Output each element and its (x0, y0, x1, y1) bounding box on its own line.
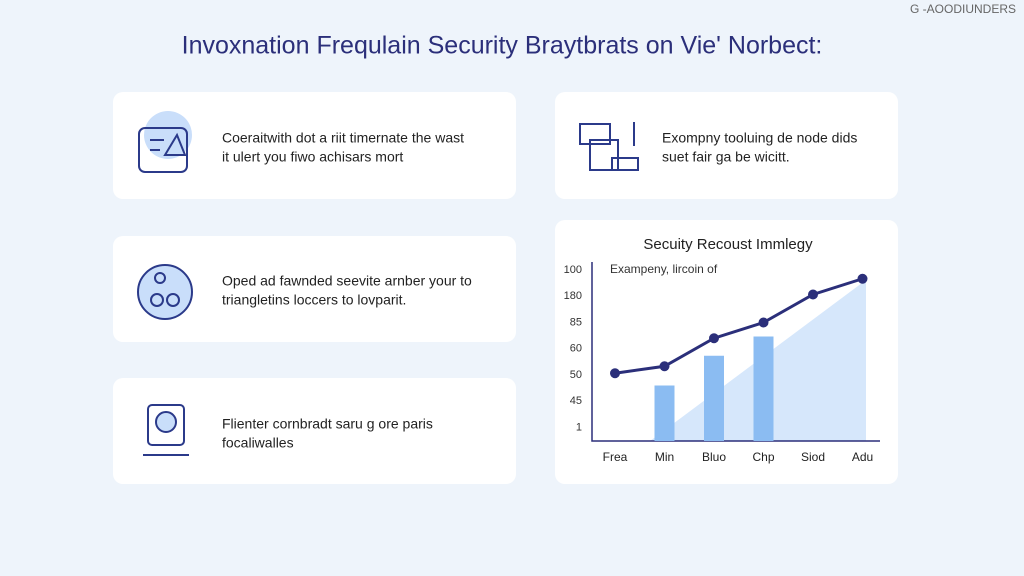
x-tick-label: Frea (603, 450, 628, 464)
y-tick-label: 100 (564, 264, 582, 276)
card-text: triangletins loccers to lovparit. (222, 292, 406, 308)
y-tick-label: 1 (576, 421, 582, 433)
card-text: Flienter cornbradt saru g ore paris (222, 416, 433, 432)
x-tick-label: Bluo (702, 450, 726, 464)
plot: 100 180 85 60 50 45 1 Frea Min Bluo Chp Siod Adu (564, 264, 874, 464)
card-text: it ulert you fiwo achisars mort (222, 149, 403, 165)
y-tick-label: 45 (570, 395, 582, 407)
point (709, 333, 719, 344)
logo: G -AOODIUNDERS (910, 2, 1016, 16)
axis (591, 262, 880, 442)
annotation: Exampeny, lircoin of (610, 262, 718, 276)
line (614, 277, 863, 375)
x-tick-label: Chp (752, 450, 774, 464)
x-tick-label: Siod (801, 450, 825, 464)
point (808, 289, 818, 300)
card-text: Coeraitwith dot a riit timernate the was… (222, 130, 464, 146)
card (555, 92, 898, 199)
icon (579, 122, 639, 171)
bar (704, 355, 724, 441)
card (113, 378, 516, 484)
y-tick-label: 60 (570, 343, 582, 355)
y-tick-label: 180 (564, 290, 582, 302)
card-text: focaliwalles (222, 435, 294, 451)
point (659, 361, 670, 372)
card (113, 236, 516, 342)
point (610, 368, 620, 379)
icon (138, 111, 192, 173)
card-text: suet fair ga be wicitt. (662, 149, 790, 165)
chart-title: Secuity Recoust Immlegy (643, 236, 813, 253)
y-tick-label: 50 (570, 369, 582, 381)
bar (753, 336, 774, 441)
card-text: Oped ad fawnded seevite arnber your to (222, 273, 472, 289)
card-text: Exompny tooluing de node dids (662, 130, 857, 146)
icon (137, 264, 193, 320)
x-tick-label: Min (655, 450, 674, 464)
y-tick-label: 85 (570, 316, 582, 328)
card (113, 92, 516, 199)
bar (654, 385, 675, 441)
point (857, 273, 868, 284)
title: Invoxnation Frequlain Security Braytbrat… (182, 32, 823, 60)
icon (143, 404, 189, 456)
x-tick-label: Adu (852, 450, 873, 464)
point (758, 317, 769, 328)
